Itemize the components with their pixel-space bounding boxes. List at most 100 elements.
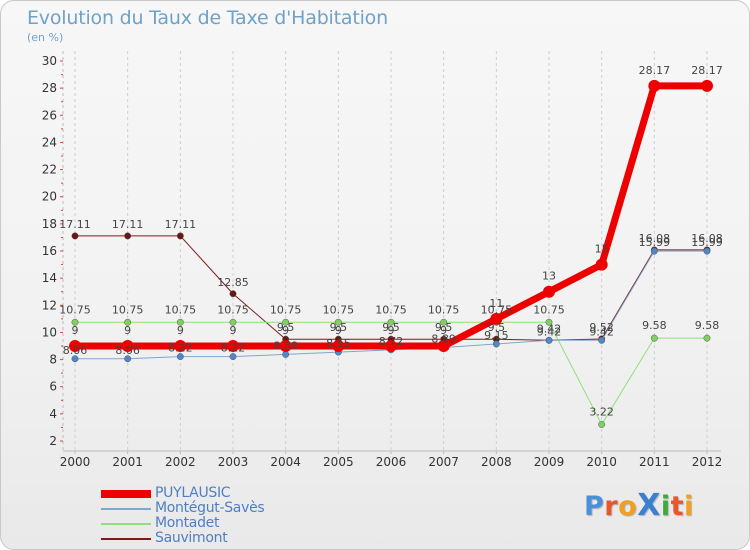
- data-label-sauvimont: 9.5: [488, 321, 506, 334]
- data-point-puylausic: [543, 285, 555, 298]
- data-label-montadet: 10.75: [428, 303, 460, 316]
- y-tick-label: 4: [49, 407, 57, 421]
- data-label-montadet: 3.22: [589, 405, 614, 418]
- logo-letter: i: [660, 491, 671, 522]
- data-point-puylausic: [332, 340, 345, 352]
- logo-letter: o: [618, 491, 638, 522]
- data-label-sauvimont: 9.5: [382, 321, 400, 334]
- data-label-puylausic: 9: [440, 324, 447, 337]
- data-label-puylausic: 9: [124, 324, 131, 337]
- data-label-montadet: 9.58: [695, 319, 720, 332]
- series-layer: [69, 79, 713, 428]
- data-point-montegut-saves: [545, 336, 553, 344]
- data-label-montegut-saves: 9.42: [537, 325, 562, 338]
- data-point-montegut-saves: [703, 247, 711, 255]
- y-unit-label: (en %): [27, 31, 64, 44]
- x-tick-label: 2012: [692, 455, 723, 469]
- data-label-puylausic: 11: [489, 297, 503, 310]
- chart-title: Evolution du Taux de Taxe d'Habitation: [27, 7, 388, 29]
- x-tick-label: 2010: [586, 455, 617, 469]
- data-point-sauvimont: [176, 232, 184, 240]
- data-label-sauvimont: 17.11: [165, 218, 197, 231]
- data-point-puylausic: [595, 258, 608, 271]
- data-label-montegut-saves: 15.99: [691, 236, 723, 249]
- data-label-puylausic: 15: [595, 243, 609, 256]
- legend-swatch-montadet: [101, 523, 151, 525]
- data-label-montegut-saves: 8.22: [168, 342, 193, 355]
- data-label-montadet: 10.75: [323, 303, 355, 316]
- data-point-montegut-saves: [598, 336, 606, 344]
- x-tick-label: 2002: [165, 455, 196, 469]
- x-tick-label: 2011: [639, 455, 670, 469]
- y-tick-label: 28: [42, 81, 57, 95]
- y-tick-label: 30: [42, 54, 57, 68]
- y-tick-label: 24: [42, 135, 57, 149]
- data-point-puylausic: [69, 340, 81, 352]
- y-tick-label: 16: [42, 244, 57, 258]
- data-label-sauvimont: 16.08: [639, 232, 671, 245]
- data-label-montadet: 10.75: [59, 303, 91, 316]
- data-label-montadet: 9.58: [642, 319, 667, 332]
- x-tick-label: 2008: [481, 455, 512, 469]
- y-tick-label: 8: [49, 353, 57, 367]
- legend-swatch-puylausic: [101, 490, 151, 498]
- data-label-puylausic: 13: [542, 270, 556, 283]
- x-tick-label: 2005: [323, 455, 354, 469]
- data-point-sauvimont: [71, 232, 79, 240]
- data-point-montadet: [545, 318, 553, 326]
- data-label-puylausic: 28.17: [691, 64, 723, 77]
- proxiti-logo: ProXiti: [584, 488, 694, 523]
- y-tick-label: 6: [49, 380, 57, 394]
- data-label-puylausic: 9: [388, 324, 395, 337]
- data-label-montegut-saves: 8.06: [63, 344, 88, 357]
- data-point-sauvimont: [229, 290, 237, 298]
- data-label-montadet: 10.75: [270, 303, 302, 316]
- legend-swatch-sauvimont: [101, 538, 151, 540]
- data-point-montadet: [387, 318, 395, 326]
- data-point-montadet: [703, 334, 711, 342]
- data-label-sauvimont: 17.11: [59, 218, 91, 231]
- data-label-puylausic: 9: [177, 324, 184, 337]
- legend-label-montegut-saves: Montégut-Savès: [155, 500, 265, 516]
- data-point-montadet: [176, 318, 184, 326]
- data-point-montegut-saves: [71, 355, 79, 363]
- data-label-montadet: 10.75: [481, 303, 513, 316]
- x-tick-label: 2003: [218, 455, 249, 469]
- data-label-montadet: 10.75: [112, 303, 144, 316]
- y-tick-label: 26: [42, 108, 57, 122]
- grid-layer: [74, 51, 708, 451]
- legend-label-puylausic: PUYLAUSIC: [155, 485, 231, 501]
- data-label-puylausic: 9: [335, 324, 342, 337]
- data-point-puylausic: [490, 312, 503, 325]
- data-point-montadet: [124, 318, 132, 326]
- data-label-sauvimont: 9.5: [330, 321, 348, 334]
- data-point-montadet: [440, 318, 448, 326]
- y-tick-label: 2: [49, 434, 57, 448]
- y-tick-label: 14: [42, 271, 57, 285]
- data-label-sauvimont: 16.08: [691, 232, 723, 245]
- data-point-montegut-saves: [176, 353, 184, 361]
- logo-letter: X: [637, 488, 661, 523]
- data-point-montadet: [282, 318, 290, 326]
- data-point-montadet: [598, 420, 606, 428]
- data-point-montadet: [71, 318, 79, 326]
- legend-swatch-montegut-saves: [101, 508, 151, 510]
- x-tick-label: 2007: [428, 455, 459, 469]
- data-label-sauvimont: 9.5: [277, 321, 295, 334]
- data-label-montadet: 10.75: [375, 303, 407, 316]
- data-label-sauvimont: 9.5: [435, 321, 453, 334]
- x-tick-label: 2009: [534, 455, 565, 469]
- data-label-puylausic: 9: [72, 324, 79, 337]
- data-point-montegut-saves: [492, 340, 500, 348]
- data-label-montegut-saves: 9.15: [484, 329, 509, 342]
- data-label-montegut-saves: 8.55: [326, 337, 351, 350]
- data-label-montegut-saves: 8.72: [379, 335, 404, 348]
- data-point-montegut-saves: [650, 247, 658, 255]
- y-tick-label: 22: [42, 163, 57, 177]
- data-label-montadet: 10.75: [165, 303, 197, 316]
- data-point-puylausic: [121, 340, 134, 352]
- x-tick-label: 2006: [376, 455, 407, 469]
